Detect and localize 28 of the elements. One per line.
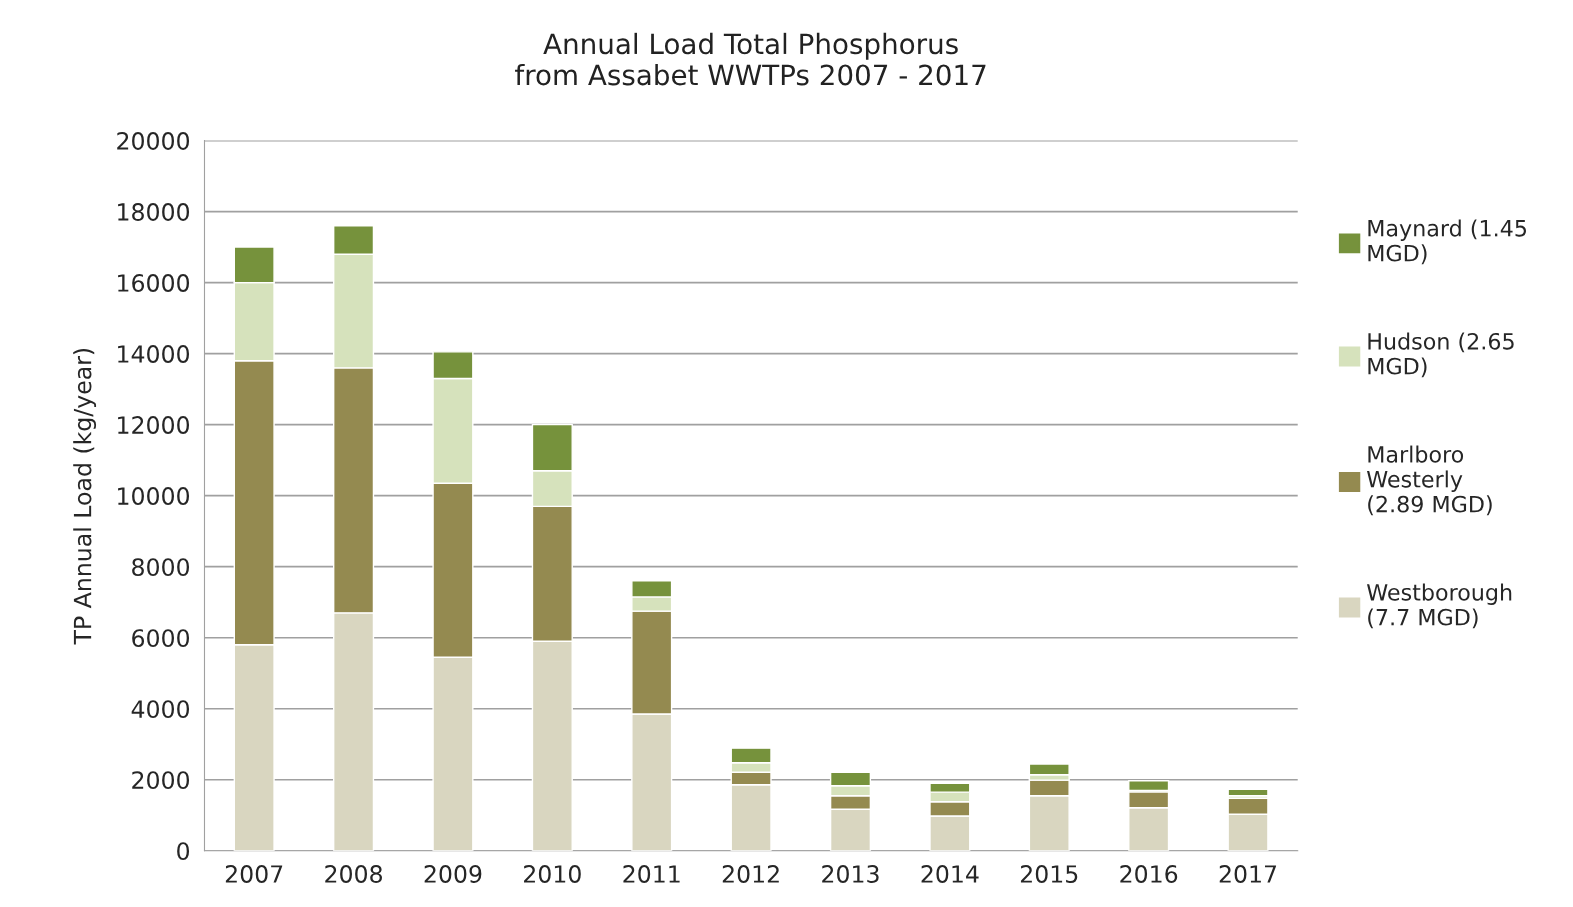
x-tick-label: 2013 xyxy=(822,865,879,883)
x-tick-label: 2008 xyxy=(325,865,382,883)
y-tick-label: 0 xyxy=(177,842,190,861)
x-tick-label: 2015 xyxy=(1020,865,1078,883)
y-tick-label: 2000 xyxy=(132,771,190,790)
x-tick-label: 2009 xyxy=(424,865,482,883)
x-tick-label: 2014 xyxy=(921,865,979,883)
y-tick-label: 8000 xyxy=(132,558,190,576)
y-tick-label: 4000 xyxy=(131,700,190,719)
y-tick-label: 18000 xyxy=(118,203,190,221)
legend-label: Hudson (2.65 MGD) xyxy=(1368,332,1514,378)
y-tick-label: 16000 xyxy=(118,274,190,292)
x-tick-label: 2011 xyxy=(623,865,680,883)
x-tick-label: 2010 xyxy=(524,865,581,883)
y-axis-title: TP Annual Load (kg/year) xyxy=(73,348,97,645)
legend-label: Marlboro Westerly (2.89 MGD) xyxy=(1367,445,1492,516)
y-tick-label: 12000 xyxy=(118,416,190,434)
y-tick-label: 20000 xyxy=(117,132,190,150)
x-tick-label: 2012 xyxy=(722,865,779,883)
y-tick-label: 14000 xyxy=(118,345,190,363)
x-tick-label: 2017 xyxy=(1219,865,1277,883)
chart-title: Annual Load Total Phosphorus from Assabet WWTPs 2007 - 2017 xyxy=(515,32,986,86)
x-tick-label: 2016 xyxy=(1120,865,1178,883)
y-tick-label: 6000 xyxy=(132,629,190,648)
y-tick-label: 10000 xyxy=(118,487,190,505)
legend-label: Westborough (7.7 MGD) xyxy=(1367,583,1512,629)
x-tick-label: 2007 xyxy=(225,865,283,883)
legend-label: Maynard (1.45 MGD) xyxy=(1368,219,1527,265)
